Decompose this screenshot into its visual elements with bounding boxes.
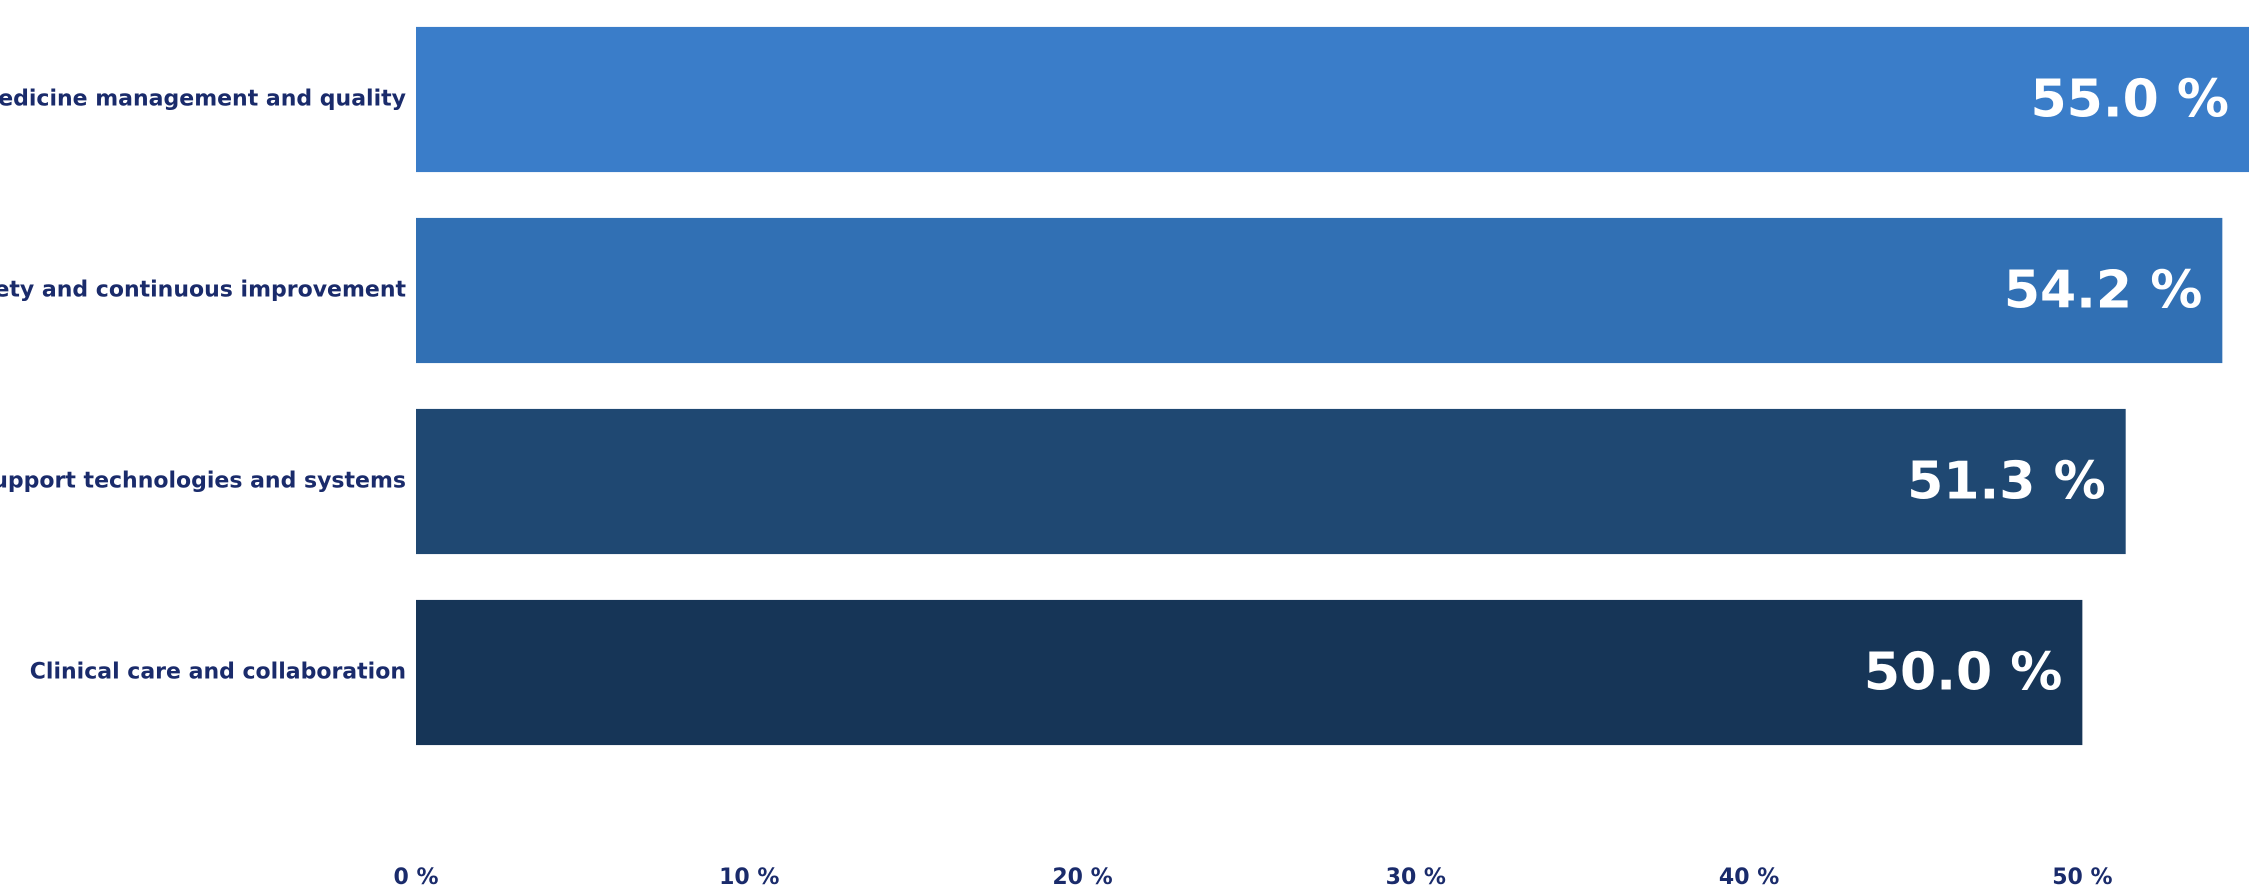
x-tick-label: 0 % bbox=[393, 865, 438, 890]
x-tick-label: 10 % bbox=[719, 865, 779, 890]
y-tick-label: Support technologies and systems bbox=[0, 469, 406, 494]
x-tick-label: 50 % bbox=[2052, 865, 2112, 890]
value-label: 54.2 % bbox=[2004, 261, 2203, 321]
x-tick-label: 20 % bbox=[1052, 865, 1112, 890]
value-label: 55.0 % bbox=[2030, 70, 2229, 130]
y-tick-label: Medicine management and quality bbox=[0, 87, 406, 112]
value-label: 51.3 % bbox=[1907, 452, 2106, 512]
bar bbox=[416, 26, 2249, 173]
bar bbox=[416, 217, 2223, 364]
y-tick-label: Safety and continuous improvement bbox=[0, 278, 406, 303]
bar bbox=[416, 408, 2126, 555]
x-tick-label: 40 % bbox=[1719, 865, 1779, 890]
x-tick-label: 30 % bbox=[1386, 865, 1446, 890]
bar bbox=[416, 599, 2083, 746]
value-label: 50.0 % bbox=[1864, 643, 2063, 703]
y-tick-label: Clinical care and collaboration bbox=[30, 660, 406, 685]
